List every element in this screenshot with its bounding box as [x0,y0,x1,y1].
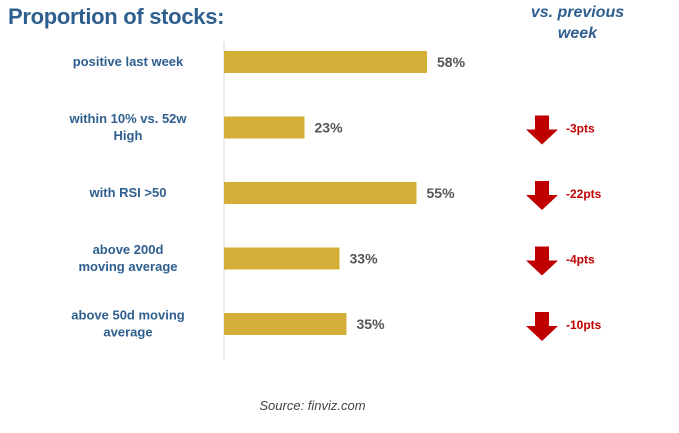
category-label-line: with RSI >50 [89,185,167,200]
category-label: above 50d moving average [71,308,184,340]
bar [224,51,427,73]
category-label-line: above 50d moving [71,308,184,323]
down-arrow-icon [526,246,558,276]
category-label-line: moving average [79,259,178,274]
bars-layer: 58% positive last week 23% within 10% vs. 5… [68,51,602,341]
change-header-line-1: vs. previous [530,4,625,21]
bar [224,313,347,335]
category-label-line: average [103,325,152,340]
bar [224,116,305,139]
change-column-header: vs. previous week [500,2,655,44]
value-label: 55% [427,185,456,201]
change-label: -22pts [566,187,602,201]
category-label-line: High [114,128,143,143]
category-label-line: above 200d [93,242,164,257]
category-label: above 200d moving average [79,242,178,274]
value-label: 33% [350,251,379,267]
category-label-line: positive last week [73,54,184,69]
change-label: -3pts [566,122,595,136]
chart-title: Proportion of stocks: [8,4,225,29]
category-label: positive last week [73,54,184,69]
category-label: within 10% vs. 52w High [68,111,187,143]
down-arrow-icon [526,115,558,145]
change-label: -4pts [566,253,595,267]
change-label: -10pts [566,318,602,332]
value-label: 35% [357,316,386,332]
value-label: 58% [437,54,466,70]
down-arrow-icon [526,312,558,341]
category-label: with RSI >50 [89,185,167,200]
value-label: 23% [315,120,344,136]
category-label-line: within 10% vs. 52w [68,111,187,126]
bar [224,182,417,204]
source-note: Source: finviz.com [259,398,366,413]
down-arrow-icon [526,181,558,210]
change-header-line-2: week [557,25,598,42]
bar [224,247,340,270]
